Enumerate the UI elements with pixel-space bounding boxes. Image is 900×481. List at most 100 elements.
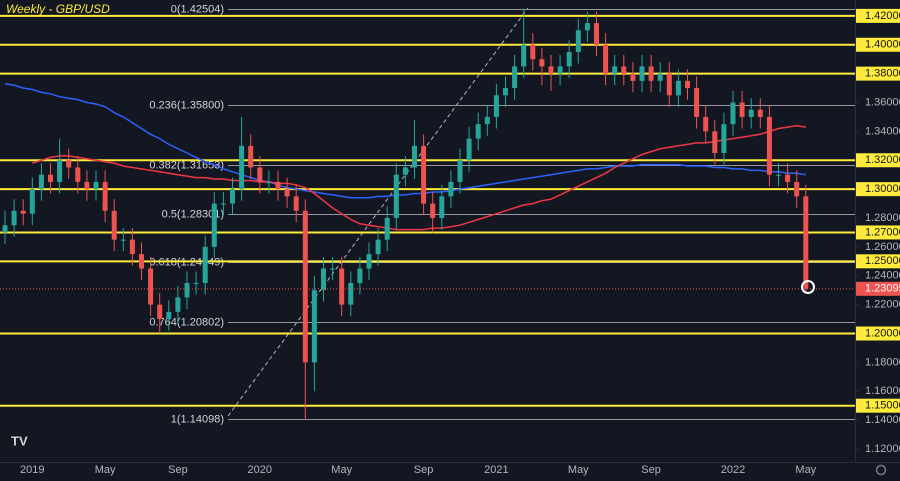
x-tick-label: May [795, 464, 816, 476]
level-label: 1.40000 [865, 39, 900, 51]
y-tick-label: 1.12000 [865, 443, 900, 455]
level-label-box [856, 225, 900, 240]
candle-body [721, 124, 727, 154]
candle-body [66, 160, 72, 168]
level-label: 1.25000 [865, 255, 900, 267]
candle-body [2, 225, 8, 233]
candle-body [539, 59, 545, 67]
candle-body [402, 167, 408, 175]
level-label: 1.27000 [865, 226, 900, 238]
candle-body [339, 268, 345, 305]
candle-body [512, 66, 518, 89]
level-label: 1.42000 [865, 10, 900, 22]
level-label-box [856, 398, 900, 413]
candle-body [612, 66, 618, 74]
candle-body [530, 44, 536, 60]
plot: 0(1.42504)0.236(1.35800)0.382(1.31653)0.… [0, 3, 900, 476]
level-label: 1.30000 [865, 183, 900, 195]
candle-body [93, 181, 99, 190]
y-tick-label: 1.26000 [865, 241, 900, 253]
candle-body [675, 80, 681, 96]
candle-body [102, 181, 108, 211]
candle-body [239, 145, 245, 190]
moving-average [32, 124, 806, 231]
candle-body [311, 290, 317, 363]
y-tick-label: 1.18000 [865, 356, 900, 368]
candle-body [757, 109, 763, 117]
candle-body [566, 51, 572, 67]
highlight-circle [801, 280, 815, 294]
x-tick-label: Sep [414, 464, 434, 476]
candle-body [293, 196, 299, 211]
candle-body [20, 210, 26, 214]
candle-body [421, 145, 427, 204]
candle-body [776, 174, 781, 176]
x-tick-label: May [568, 464, 589, 476]
candle-body [503, 88, 508, 96]
candle-body [766, 116, 772, 175]
chart-title: Weekly - GBP/USD [6, 2, 110, 16]
x-tick-label: 2019 [20, 464, 44, 476]
candle-body [521, 44, 527, 67]
level-label: 1.32000 [865, 154, 900, 166]
x-tick-label: Sep [641, 464, 661, 476]
level-label: 1.20000 [865, 327, 900, 339]
candle-body [139, 254, 144, 269]
candle-body [375, 239, 381, 255]
candle-body [712, 131, 718, 154]
candle-body [84, 181, 90, 190]
candle-body [594, 23, 599, 45]
candle-body [666, 73, 672, 96]
settings-icon[interactable] [875, 464, 887, 476]
y-tick-label: 1.22000 [865, 299, 900, 311]
candle-body [366, 254, 372, 269]
candle-body [557, 66, 563, 74]
level-label: 1.15000 [865, 400, 900, 412]
candle-body [220, 203, 226, 205]
candle-body [785, 174, 791, 182]
fib-label: 1(1.14098) [171, 413, 224, 425]
last-price-label: 1.23095 [865, 283, 900, 295]
candle-body [202, 246, 208, 283]
candle-body [630, 73, 636, 81]
level-label-box [856, 37, 900, 52]
level-label: 1.38000 [865, 68, 900, 80]
level-label-box [856, 254, 900, 269]
y-tick-label: 1.34000 [865, 125, 900, 137]
fib-label: 0(1.42504) [171, 3, 224, 15]
candle-body [384, 218, 390, 240]
candle-body [211, 203, 217, 247]
candle-body [248, 145, 254, 168]
candle-body [657, 73, 663, 81]
y-tick-label: 1.24000 [865, 270, 900, 282]
candle-body [466, 138, 472, 161]
candle-body [184, 282, 190, 298]
candle-body [548, 66, 554, 74]
level-label-box [856, 66, 900, 81]
candle-body [157, 304, 163, 320]
candle-body [275, 181, 281, 190]
candle-body [393, 174, 399, 219]
svg-text:TV: TV [11, 433, 28, 448]
candle-body [730, 102, 736, 125]
candle-body [475, 124, 481, 139]
fib-label: 0.764(1.20802) [149, 316, 224, 328]
candle-body [794, 181, 800, 197]
trend-line [227, 7, 529, 417]
candle-body [357, 268, 363, 283]
candle-body [457, 160, 463, 182]
candle-body [484, 116, 490, 125]
candle-body [348, 282, 354, 305]
moving-average [4, 82, 806, 199]
candle-body [166, 311, 172, 320]
candle-body [603, 44, 609, 74]
candle-body [266, 181, 272, 183]
candle-body [111, 210, 117, 240]
candle-body [703, 116, 709, 132]
candle-body [575, 30, 581, 52]
candle-body [284, 189, 290, 197]
candle-body [412, 145, 417, 168]
candle-body [230, 189, 235, 204]
